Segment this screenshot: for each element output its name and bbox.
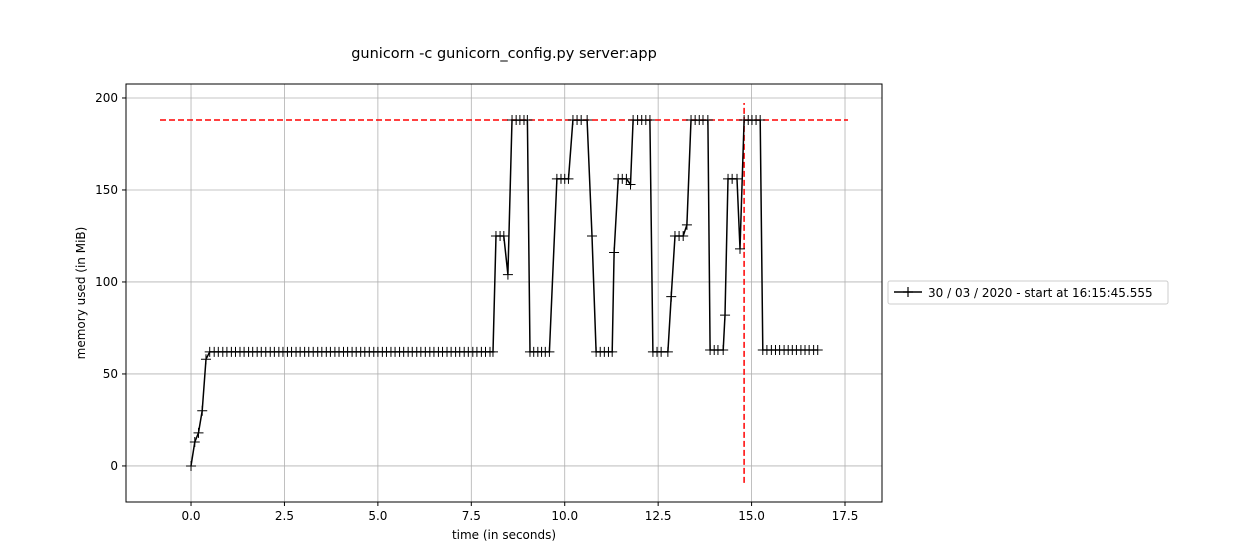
chart-title: gunicorn -c gunicorn_config.py server:ap… <box>351 46 657 62</box>
series <box>186 115 823 471</box>
data-point <box>621 173 632 184</box>
reference-lines <box>160 102 848 483</box>
data-point <box>644 115 655 126</box>
legend-marker <box>903 287 913 297</box>
legend-box <box>887 280 1169 305</box>
data-point <box>732 173 743 184</box>
data-point <box>197 405 208 416</box>
data-point <box>193 427 204 438</box>
data-point <box>186 460 197 471</box>
data-point <box>502 269 513 280</box>
data-point <box>200 354 211 365</box>
data-point <box>755 115 766 126</box>
x-tick-label: 5.0 <box>368 509 387 523</box>
x-tick-label: 17.5 <box>832 509 859 523</box>
data-point <box>702 115 713 126</box>
data-point <box>522 115 533 126</box>
data-point <box>734 243 745 254</box>
data-point <box>681 219 692 230</box>
data-point <box>812 345 823 356</box>
y-tick-label: 0 <box>110 459 118 473</box>
data-point <box>666 291 677 302</box>
y-tick-label: 50 <box>103 367 118 381</box>
data-point <box>189 437 200 448</box>
data-point <box>607 346 618 357</box>
data-point <box>498 230 509 241</box>
y-axis: 0 50 100 150 200 <box>95 91 126 473</box>
x-tick-label: 15.0 <box>738 509 765 523</box>
y-tick-label: 200 <box>95 91 118 105</box>
data-point <box>582 115 593 126</box>
data-point <box>587 230 598 241</box>
data-point <box>625 179 636 190</box>
grid <box>126 84 882 502</box>
data-point <box>720 310 731 321</box>
x-tick-label: 12.5 <box>645 509 672 523</box>
data-point <box>662 346 673 357</box>
x-axis: 0.0 2.5 5.0 7.5 10.0 12.5 15.0 17.5 <box>181 502 858 523</box>
legend-label: 30 / 03 / 2020 - start at 16:15:45.555 <box>928 286 1153 300</box>
x-tick-label: 10.0 <box>551 509 578 523</box>
y-tick-label: 100 <box>95 275 118 289</box>
data-point <box>678 230 689 241</box>
data-point <box>563 173 574 184</box>
x-tick-label: 7.5 <box>462 509 481 523</box>
data-point <box>487 346 498 357</box>
legend: 30 / 03 / 2020 - start at 16:15:45.555 <box>887 280 1169 305</box>
data-point <box>718 345 729 356</box>
x-tick-label: 0.0 <box>181 509 200 523</box>
data-point <box>609 247 620 258</box>
x-axis-label: time (in seconds) <box>452 528 556 542</box>
y-axis-label: memory used (in MiB) <box>74 227 88 360</box>
data-point <box>544 346 555 357</box>
y-tick-label: 150 <box>95 183 118 197</box>
series-line <box>190 119 818 467</box>
x-tick-label: 2.5 <box>275 509 294 523</box>
plot-area <box>125 83 883 503</box>
